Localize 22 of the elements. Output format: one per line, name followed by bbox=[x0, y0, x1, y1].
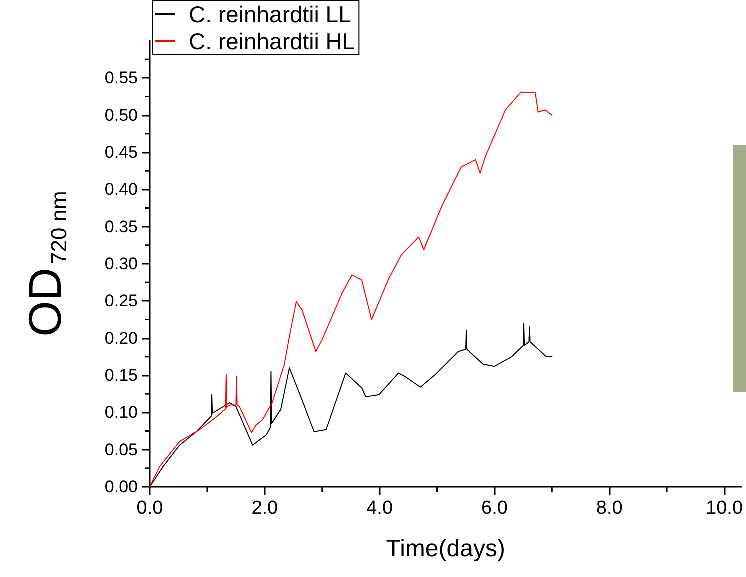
y-tick-label: 0.55 bbox=[104, 68, 138, 88]
x-tick-label: 4.0 bbox=[366, 498, 394, 519]
y-tick-label: 0.20 bbox=[104, 328, 138, 348]
legend-label: C. reinhardtii LL bbox=[189, 2, 352, 28]
x-tick-label: 10.0 bbox=[706, 498, 744, 519]
y-tick-label: 0.45 bbox=[104, 143, 138, 162]
y-tick-label: 0.35 bbox=[104, 217, 138, 236]
y-tick-label: 0.40 bbox=[104, 180, 138, 200]
x-tick-label: 8.0 bbox=[596, 498, 623, 519]
x-tick-label: 2.0 bbox=[252, 498, 278, 519]
y-tick-label: 0.15 bbox=[104, 366, 138, 385]
x-axis-title: Time(days) bbox=[386, 536, 506, 562]
y-tick-label: 0.25 bbox=[104, 292, 138, 311]
x-tick-label: 0.0 bbox=[136, 498, 164, 519]
y-tick-label: 0.00 bbox=[104, 478, 138, 496]
legend-label: C. reinhardtii HL bbox=[189, 28, 356, 54]
x-tick-label: 6.0 bbox=[481, 498, 508, 519]
y-tick-label: 0.10 bbox=[104, 403, 138, 422]
y-axis-title: OD720 nm bbox=[19, 191, 72, 337]
y-tick-label: 0.30 bbox=[104, 254, 138, 274]
y-tick-label: 0.05 bbox=[104, 440, 138, 460]
y-tick-label: 0.50 bbox=[104, 106, 138, 125]
